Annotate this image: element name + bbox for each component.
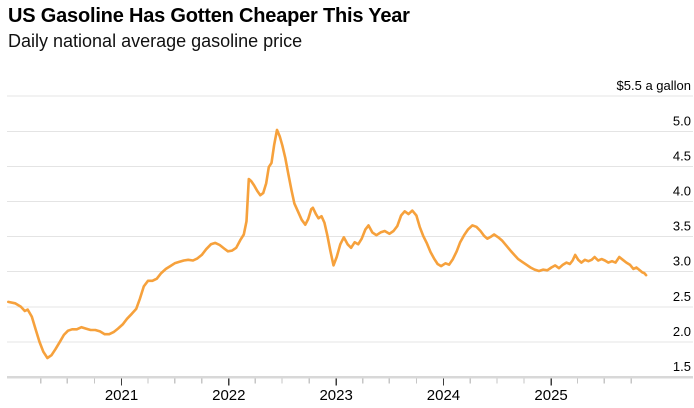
y-axis-tick-label: 5.0: [673, 113, 691, 128]
x-axis-year-label: 2025: [534, 387, 567, 404]
y-axis-tick-label: 2.5: [673, 289, 691, 304]
y-axis-tick-label: 4.0: [673, 184, 691, 199]
y-axis-unit-label: $5.5 a gallon: [617, 78, 691, 93]
y-axis-tick-label: 2.0: [673, 324, 691, 339]
chart-subtitle: Daily national average gasoline price: [8, 31, 303, 51]
x-axis-year-label: 2024: [427, 387, 460, 404]
y-axis-tick-label: 3.5: [673, 219, 691, 234]
x-axis-year-label: 2022: [212, 387, 245, 404]
chart-title: US Gasoline Has Gotten Cheaper This Year: [8, 5, 410, 27]
y-axis-tick-label: 1.5: [673, 359, 691, 374]
x-axis-year-label: 2021: [105, 387, 138, 404]
y-axis-tick-label: 3.0: [673, 254, 691, 269]
x-axis-year-label: 2023: [319, 387, 352, 404]
price-line: [7, 128, 648, 360]
y-axis-tick-label: 4.5: [673, 148, 691, 163]
